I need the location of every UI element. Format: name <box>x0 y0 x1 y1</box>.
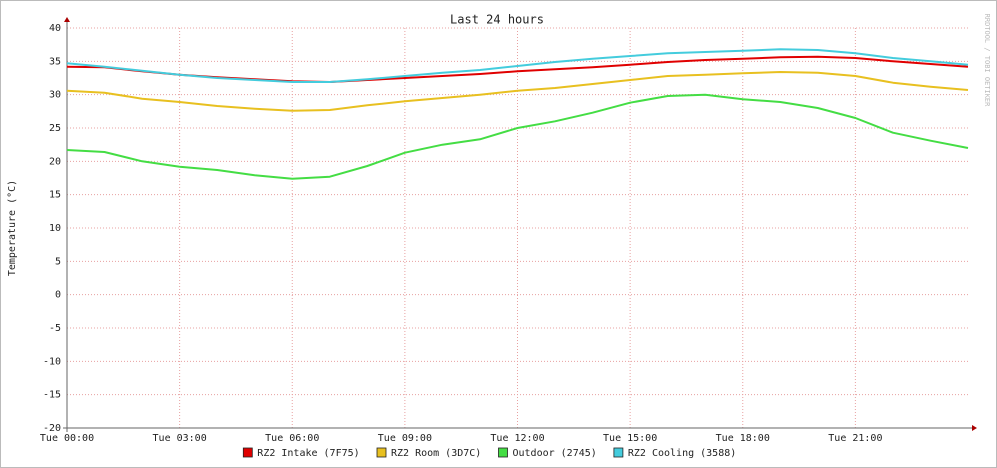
legend-swatch <box>613 447 624 458</box>
y-tick-label: 5 <box>55 256 61 267</box>
legend-label: Outdoor (2745) <box>513 448 597 459</box>
y-tick-label: 25 <box>49 123 61 134</box>
y-tick-label: 0 <box>55 290 61 301</box>
axis-arrow <box>64 17 70 22</box>
x-tick-label: Tue 03:00 <box>153 433 207 444</box>
chart-title: Last 24 hours <box>450 13 544 27</box>
x-tick-label: Tue 06:00 <box>265 433 319 444</box>
y-tick-label: 15 <box>49 190 61 201</box>
legend-swatch <box>242 447 253 458</box>
y-tick-label: 10 <box>49 223 61 234</box>
y-axis-label: Temperature (°C) <box>7 180 18 276</box>
y-tick-label: 20 <box>49 156 61 167</box>
legend-label: RZ2 Intake (7F75) <box>257 448 359 459</box>
legend-label: RZ2 Room (3D7C) <box>391 448 481 459</box>
x-tick-label: Tue 12:00 <box>490 433 544 444</box>
y-tick-label: 40 <box>49 23 61 34</box>
y-tick-label: -15 <box>43 390 61 401</box>
x-tick-label: Tue 18:00 <box>716 433 770 444</box>
legend-swatch <box>376 447 387 458</box>
x-tick-label: Tue 15:00 <box>603 433 657 444</box>
legend-swatch <box>498 447 508 458</box>
legend-label: RZ2 Cooling (3588) <box>628 448 736 459</box>
x-tick-label: Tue 09:00 <box>378 433 432 444</box>
y-tick-label: 35 <box>49 56 61 67</box>
y-tick-label: -20 <box>43 423 61 434</box>
series-line <box>66 71 969 112</box>
y-tick-label: 30 <box>49 90 61 101</box>
watermark: RRDTOOL / TOBI OETIKER <box>983 14 991 108</box>
axis-arrow <box>972 425 977 431</box>
x-tick-label: Tue 21:00 <box>828 433 882 444</box>
series-line <box>66 93 969 180</box>
x-tick-label: Tue 00:00 <box>40 433 94 444</box>
y-tick-label: -5 <box>49 323 61 334</box>
y-tick-label: -10 <box>43 356 61 367</box>
series-line <box>66 48 969 83</box>
